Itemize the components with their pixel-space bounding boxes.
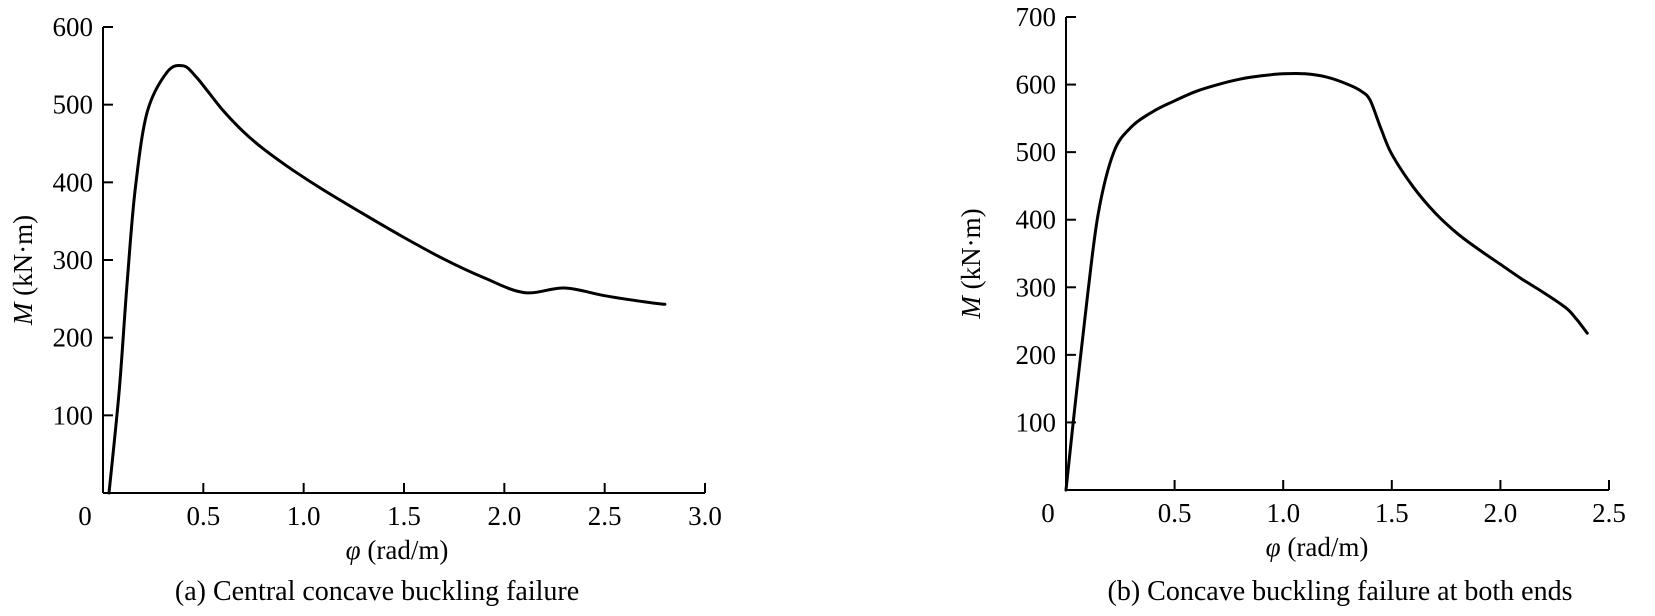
chart-panel-b: 100 200 300 400 500 600 700 0.5 1.0 1.5 2.0 2.5 0 M (… [956, 2, 1626, 607]
y-axis-unit: (kN·m) [8, 215, 38, 303]
x-axis-title: φ (rad/m) [346, 535, 449, 565]
y-tick-label: 300 [1016, 272, 1057, 302]
y-tick-label: 200 [1016, 340, 1057, 370]
y-axis-symbol: M [956, 295, 986, 320]
y-tick-label: 200 [53, 323, 94, 353]
x-tick-label: 1.5 [1375, 498, 1409, 528]
y-tick-label: 600 [53, 12, 94, 42]
x-tick-label: 2.5 [588, 501, 622, 531]
y-axis-unit: (kN·m) [956, 208, 986, 296]
y-tick-label: 600 [1016, 70, 1057, 100]
x-tick-label: 1.5 [387, 501, 421, 531]
y-tick-label: 100 [53, 400, 94, 430]
x-tick-label: 0.5 [186, 501, 220, 531]
y-axis-symbol: M [8, 301, 38, 326]
y-axis-title: M (kN·m) [8, 215, 38, 326]
y-tick-label: 500 [53, 90, 94, 120]
y-tick-label: 100 [1016, 407, 1057, 437]
x-tick-label: 2.5 [1592, 498, 1626, 528]
y-tick-label: 300 [53, 245, 94, 275]
x-axis-unit: (rad/m) [361, 535, 449, 565]
x-axis-symbol: φ [1266, 532, 1281, 562]
x-tick-label: 3.0 [688, 501, 722, 531]
chart-panel-a: 100 200 300 400 500 600 0.5 1.0 1.5 2.0 2.5 3.0 0 M (… [8, 12, 722, 607]
y-tick-label: 400 [53, 167, 94, 197]
y-tick-label: 500 [1016, 137, 1057, 167]
x-axis-symbol: φ [346, 535, 361, 565]
chart-caption: (b) Concave buckling failure at both end… [1108, 576, 1573, 607]
origin-label: 0 [78, 501, 92, 531]
y-tick-label: 400 [1016, 205, 1057, 235]
chart-caption: (a) Central concave buckling failure [175, 576, 579, 607]
x-axis-title: φ (rad/m) [1266, 532, 1369, 562]
x-tick-label: 0.5 [1158, 498, 1192, 528]
x-tick-label: 2.0 [1484, 498, 1518, 528]
x-tick-label: 1.0 [1266, 498, 1300, 528]
y-tick-label: 700 [1016, 2, 1057, 32]
x-axis-unit: (rad/m) [1281, 532, 1369, 562]
x-tick-label: 2.0 [487, 501, 521, 531]
x-tick-label: 1.0 [287, 501, 321, 531]
series-line [107, 63, 667, 495]
y-axis-title: M (kN·m) [956, 208, 986, 319]
series-line [1064, 71, 1589, 492]
origin-label: 0 [1041, 498, 1055, 528]
